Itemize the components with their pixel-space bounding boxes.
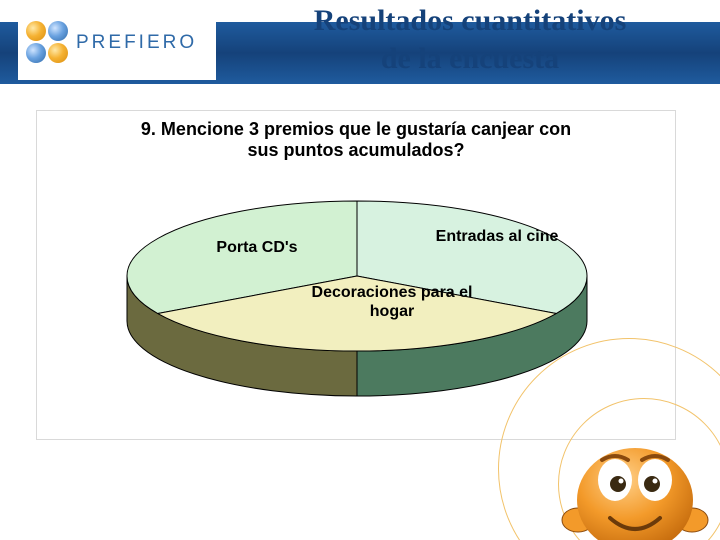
logo-text: PREFIERO bbox=[76, 32, 197, 54]
logo-dots bbox=[26, 21, 70, 65]
mascot-icon bbox=[560, 422, 710, 540]
page-title: Resultados cuantitativos de la encuesta bbox=[250, 2, 690, 77]
logo-dot-icon bbox=[48, 21, 68, 41]
logo-dot-icon bbox=[26, 21, 46, 41]
title-line-1: Resultados cuantitativos bbox=[314, 4, 627, 37]
slice-label-decoraciones-text: Decoraciones para el hogar bbox=[312, 284, 473, 320]
slice-label-porta: Porta CD's bbox=[197, 239, 317, 257]
header: PREFIERO Resultados cuantitativos de la … bbox=[0, 0, 720, 92]
question-line-1: 9. Mencione 3 premios que le gustaría ca… bbox=[67, 119, 645, 140]
logo-dot-icon bbox=[48, 43, 68, 63]
chart-question: 9. Mencione 3 premios que le gustaría ca… bbox=[37, 111, 675, 161]
question-line-2: sus puntos acumulados? bbox=[67, 140, 645, 161]
title-line-2: de la encuesta bbox=[381, 42, 559, 75]
logo: PREFIERO bbox=[18, 6, 216, 80]
slice-label-entradas: Entradas al cine bbox=[422, 227, 572, 246]
slice-label-decoraciones: Decoraciones para el hogar bbox=[307, 283, 477, 321]
slice-label-entradas-text: Entradas al cine bbox=[436, 228, 559, 245]
logo-dot-icon bbox=[26, 43, 46, 63]
